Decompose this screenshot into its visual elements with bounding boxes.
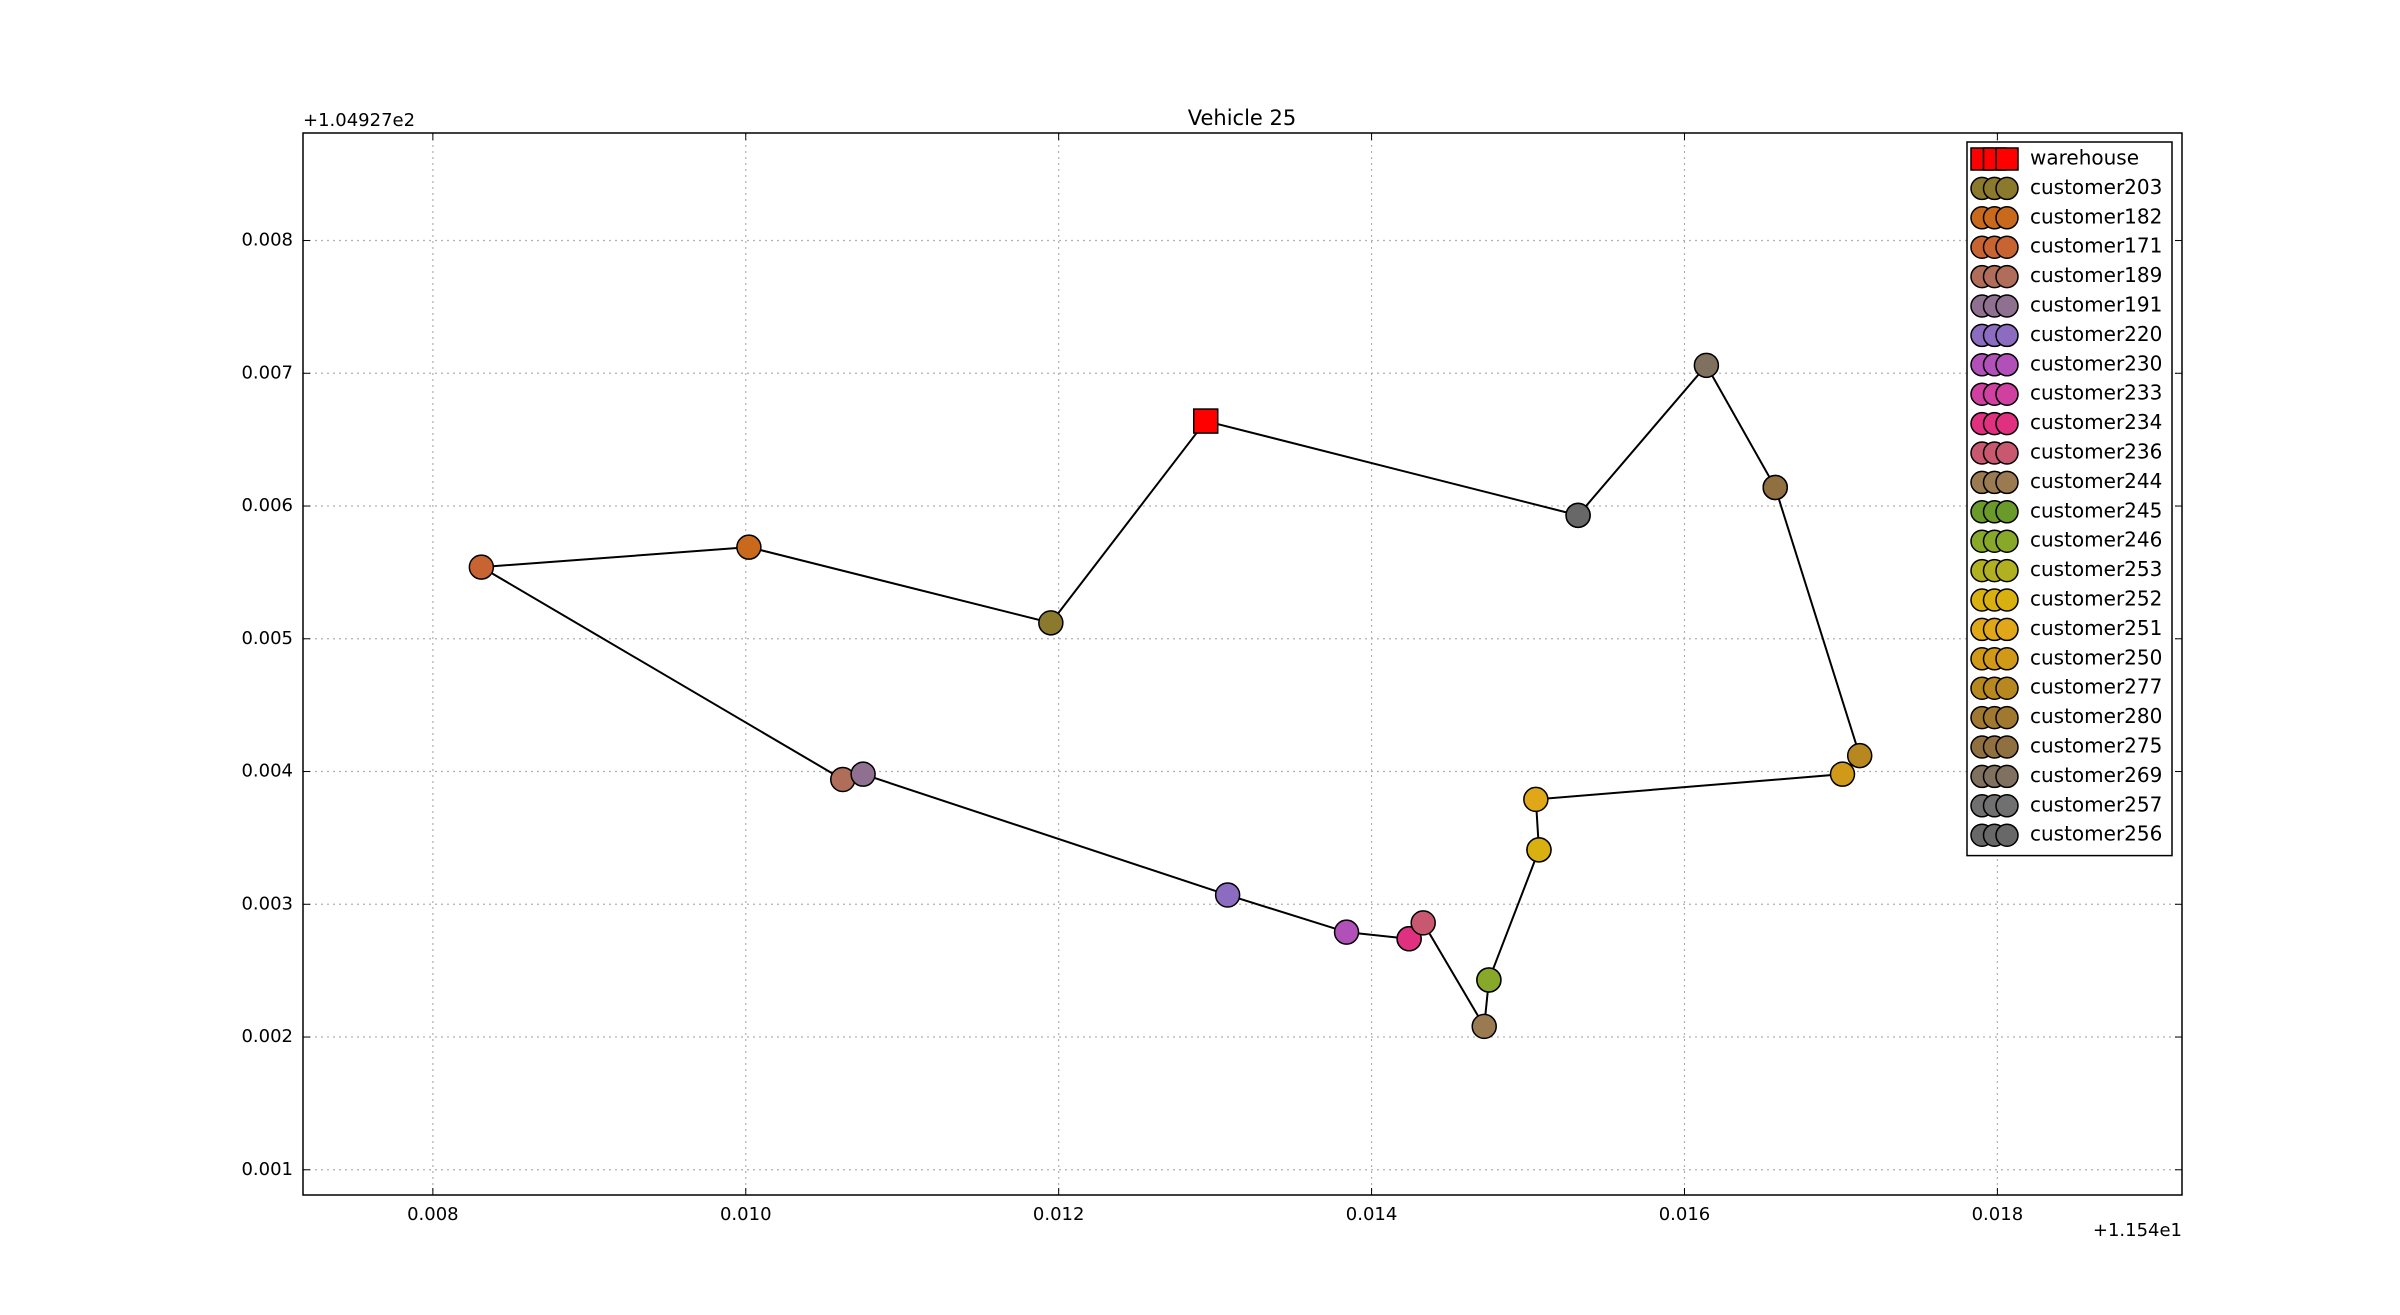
x-tick-label: 0.010: [720, 1204, 772, 1225]
legend-marker: [1995, 735, 2019, 759]
legend-label: warehouse: [2030, 146, 2139, 170]
point: [1523, 786, 1549, 813]
point: [468, 554, 495, 580]
legend-label: customer244: [2030, 469, 2162, 493]
legend-marker: [1995, 441, 2019, 465]
legend-marker: [1995, 500, 2019, 524]
point: [1214, 882, 1241, 908]
chart-title: Vehicle 25: [1188, 106, 1297, 130]
point: [1396, 926, 1422, 952]
legend-marker: [1995, 558, 2019, 583]
legend-label: customer246: [2030, 528, 2162, 552]
y-tick-label: 0.008: [241, 230, 293, 251]
x-tick-label: 0.012: [1033, 1204, 1085, 1225]
point: [1526, 837, 1552, 863]
legend-marker: [1995, 588, 2019, 612]
legend-label: customer280: [2030, 704, 2162, 728]
legend-marker: [1995, 323, 2019, 348]
x-tick-label: 0.018: [1972, 1204, 2024, 1225]
point: [1565, 502, 1591, 529]
point: [1693, 352, 1720, 379]
legend-marker: [1995, 176, 2019, 201]
legend-label: customer203: [2030, 175, 2162, 199]
x-tick-label: 0.014: [1346, 1204, 1398, 1225]
point: [1471, 1013, 1497, 1040]
legend-label: customer269: [2030, 763, 2162, 787]
legend-label: customer191: [2030, 293, 2162, 317]
legend-marker: [1995, 235, 2019, 259]
legend-marker: [1995, 470, 2019, 495]
point: [1192, 408, 1219, 434]
x-offset-label: +1.154e1: [2093, 1220, 2182, 1241]
point: [850, 761, 876, 787]
point: [1829, 761, 1856, 787]
point: [1333, 919, 1360, 945]
y-tick-label: 0.002: [241, 1026, 293, 1047]
legend-label: customer257: [2030, 792, 2162, 816]
legend-label: customer251: [2030, 616, 2162, 640]
y-offset-label: +1.04927e2: [303, 110, 415, 131]
legend-label: customer252: [2030, 587, 2162, 611]
legend-marker: [1995, 264, 2019, 289]
y-tick-label: 0.001: [241, 1159, 293, 1180]
point: [1038, 610, 1064, 636]
legend-marker: [1995, 676, 2019, 700]
legend-label: customer230: [2030, 351, 2162, 375]
route-line: [478, 363, 1861, 1030]
legend-marker: [1995, 353, 2019, 377]
legend-marker: [1995, 206, 2019, 230]
legend-marker: [1995, 617, 2019, 642]
legend-marker: [1995, 382, 2019, 406]
point: [1476, 967, 1502, 993]
legend-marker: [1995, 411, 2019, 436]
legend-marker: [1995, 647, 2019, 671]
point: [1410, 910, 1436, 936]
legend-label: customer245: [2030, 498, 2162, 522]
legend-label: customer256: [2030, 822, 2162, 846]
y-tick-label: 0.005: [241, 628, 293, 649]
legend-label: customer233: [2030, 381, 2162, 405]
legend-label: customer275: [2030, 734, 2162, 758]
legend-label: customer220: [2030, 322, 2162, 346]
legend-label: customer253: [2030, 557, 2162, 581]
legend-label: customer171: [2030, 234, 2162, 258]
legend-box: [1966, 141, 2173, 857]
point: [1846, 742, 1873, 769]
y-tick-label: 0.004: [241, 761, 293, 782]
legend-label: customer250: [2030, 645, 2162, 669]
legend-marker: [1995, 794, 2019, 818]
x-tick-label: 0.008: [407, 1204, 459, 1225]
point: [1762, 474, 1788, 501]
axes-frame: [302, 132, 2183, 1196]
y-tick-label: 0.003: [241, 893, 293, 914]
legend-marker: [1995, 823, 2019, 847]
legend-marker: [1995, 764, 2019, 789]
y-tick-label: 0.007: [241, 362, 293, 383]
legend-label: customer189: [2030, 263, 2162, 287]
legend-marker: [1995, 529, 2019, 553]
legend-label: customer236: [2030, 440, 2162, 464]
legend-marker: [1995, 705, 2019, 730]
legend-label: customer182: [2030, 204, 2162, 228]
legend-marker: [1995, 147, 2019, 171]
legend-marker: [1995, 294, 2019, 318]
legend-label: customer234: [2030, 410, 2162, 434]
y-tick-label: 0.006: [241, 495, 293, 516]
x-tick-label: 0.016: [1659, 1204, 1711, 1225]
point: [736, 534, 762, 560]
legend-label: customer277: [2030, 675, 2162, 699]
